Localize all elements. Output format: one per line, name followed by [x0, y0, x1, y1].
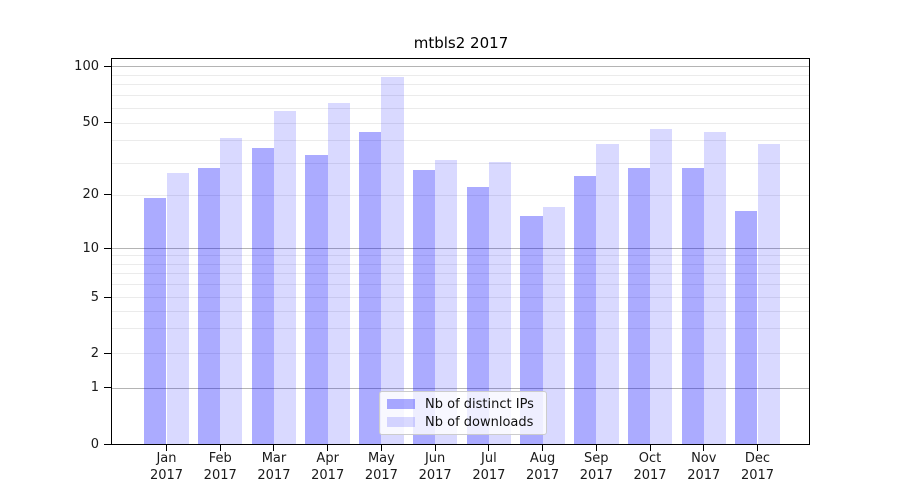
x-tick-label-feb: Feb 2017 [203, 451, 237, 483]
gridline-80 [112, 84, 809, 86]
y-tick-label-2: 2 [90, 345, 99, 361]
x-tick-nov [703, 445, 705, 451]
legend-swatch-downloads [387, 417, 415, 427]
bar-aug-distinct-ips [520, 216, 543, 444]
gridline-7 [112, 273, 809, 275]
y-tick-5 [104, 296, 111, 298]
gridline-30 [112, 162, 809, 164]
y-tick-label-5: 5 [90, 289, 99, 305]
y-tick-2 [104, 352, 111, 354]
bar-apr-downloads [327, 103, 350, 444]
gridline-9 [112, 255, 809, 257]
y-tick-label-100: 100 [74, 58, 99, 74]
x-tick-label-mar: Mar 2017 [257, 451, 291, 483]
y-tick-label-1: 1 [90, 380, 99, 395]
gridline-3 [112, 328, 809, 330]
legend-label-distinct-ips: Nb of distinct IPs [425, 396, 534, 412]
chart-title: mtbls2 2017 [413, 34, 509, 52]
legend: Nb of distinct IPs Nb of downloads [379, 391, 547, 435]
x-tick-label-apr: Apr 2017 [311, 451, 345, 483]
x-tick-label-may: May 2017 [364, 451, 398, 483]
bar-apr-distinct-ips [305, 154, 328, 444]
x-tick-label-sep: Sep 2017 [579, 451, 613, 483]
x-tick-label-nov: Nov 2017 [687, 451, 721, 483]
bar-may-distinct-ips [359, 132, 382, 444]
x-tick-oct [649, 445, 651, 451]
x-tick-label-jan: Jan 2017 [149, 451, 184, 483]
bar-dec-distinct-ips [735, 211, 758, 444]
x-tick-label-jun: Jun 2017 [418, 451, 452, 483]
bar-oct-downloads [650, 128, 673, 444]
gridline-90 [112, 74, 809, 76]
y-tick-50 [104, 122, 111, 123]
x-tick-feb [219, 445, 221, 451]
x-tick-apr [327, 445, 329, 451]
x-tick-may [380, 445, 382, 451]
gridline-5 [112, 297, 809, 298]
x-tick-label-aug: Aug 2017 [526, 451, 560, 483]
bar-jun-downloads [435, 159, 458, 444]
bar-mar-distinct-ips [251, 147, 274, 444]
gridline-1 [112, 387, 809, 389]
x-tick-aug [542, 445, 544, 451]
y-tick-label-20: 20 [82, 187, 99, 202]
bar-dec-downloads [757, 143, 780, 444]
gridline-2 [112, 353, 809, 354]
y-tick-10 [104, 247, 111, 249]
bar-sep-downloads [596, 143, 619, 444]
y-tick-label-10: 10 [82, 240, 99, 256]
gridline-50 [112, 122, 809, 124]
bar-oct-distinct-ips [627, 167, 651, 444]
x-tick-jun [434, 445, 436, 451]
gridline-4 [112, 310, 809, 312]
bar-feb-distinct-ips [198, 167, 221, 444]
x-tick-label-jul: Jul 2017 [472, 451, 506, 483]
gridline-8 [112, 263, 809, 265]
legend-label-downloads: Nb of downloads [425, 414, 534, 430]
x-tick-jul [488, 445, 490, 451]
gridline-6 [112, 284, 809, 286]
bar-nov-downloads [703, 132, 726, 444]
gridline-100 [112, 66, 809, 67]
gridline-10 [112, 248, 809, 249]
gridline-60 [112, 107, 809, 109]
x-tick-label-dec: Dec 2017 [740, 451, 775, 483]
y-tick-label-0: 0 [90, 437, 99, 452]
legend-item-downloads: Nb of downloads [387, 415, 546, 430]
bar-jun-distinct-ips [412, 170, 436, 444]
y-tick-20 [104, 194, 111, 195]
plot-area [111, 58, 810, 445]
bar-aug-downloads [542, 206, 565, 444]
gridline-70 [112, 95, 809, 97]
gridline-20 [112, 194, 809, 196]
y-tick-1 [104, 387, 111, 388]
bar-jan-downloads [166, 173, 189, 444]
x-tick-mar [273, 445, 275, 451]
x-tick-sep [595, 445, 597, 451]
legend-item-distinct-ips: Nb of distinct IPs [387, 397, 546, 412]
bar-sep-distinct-ips [574, 176, 597, 444]
bar-mar-downloads [273, 111, 297, 444]
bar-jan-distinct-ips [144, 197, 167, 444]
y-tick-0 [104, 444, 111, 445]
bar-jul-distinct-ips [466, 186, 489, 444]
gridline-40 [112, 140, 809, 142]
y-tick-label-50: 50 [82, 115, 99, 130]
bar-feb-downloads [220, 137, 243, 444]
x-tick-jan [166, 445, 167, 451]
bar-jul-downloads [488, 162, 512, 444]
y-tick-100 [104, 65, 111, 67]
x-tick-label-oct: Oct 2017 [633, 451, 667, 483]
bar-nov-distinct-ips [681, 167, 704, 444]
x-tick-dec [757, 445, 758, 451]
bar-may-downloads [381, 76, 404, 444]
legend-swatch-distinct-ips [387, 399, 415, 409]
